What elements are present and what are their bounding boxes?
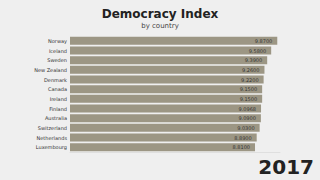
svg-text:9.2200: 9.2200 xyxy=(241,77,259,83)
svg-text:Australia: Australia xyxy=(45,115,67,121)
svg-text:Netherlands: Netherlands xyxy=(37,135,68,141)
svg-text:Iceland: Iceland xyxy=(49,48,67,54)
svg-text:9.0900: 9.0900 xyxy=(238,115,256,121)
svg-text:Switzerland: Switzerland xyxy=(38,125,67,131)
svg-text:Denmark: Denmark xyxy=(44,77,67,83)
svg-text:9.5800: 9.5800 xyxy=(249,48,267,54)
svg-text:Luxembourg: Luxembourg xyxy=(36,144,67,151)
svg-text:Democracy Index: Democracy Index xyxy=(102,7,219,21)
svg-text:New Zealand: New Zealand xyxy=(34,67,67,73)
svg-text:Ireland: Ireland xyxy=(50,96,67,102)
svg-text:by country: by country xyxy=(141,22,179,30)
svg-text:9.8700: 9.8700 xyxy=(255,38,273,44)
svg-text:9.1500: 9.1500 xyxy=(240,96,258,102)
svg-text:8.8100: 8.8100 xyxy=(233,144,251,150)
svg-text:9.3900: 9.3900 xyxy=(245,57,263,63)
svg-text:Sweden: Sweden xyxy=(47,57,67,63)
svg-text:9.2600: 9.2600 xyxy=(242,67,260,73)
svg-text:9.0300: 9.0300 xyxy=(237,125,255,131)
svg-text:2017: 2017 xyxy=(258,155,314,179)
svg-text:Finland: Finland xyxy=(49,106,67,112)
svg-text:Norway: Norway xyxy=(48,38,67,45)
svg-text:9.1500: 9.1500 xyxy=(240,86,258,92)
svg-text:8.8900: 8.8900 xyxy=(234,135,252,141)
svg-text:9.0968: 9.0968 xyxy=(239,106,257,112)
svg-text:Canada: Canada xyxy=(48,86,67,92)
